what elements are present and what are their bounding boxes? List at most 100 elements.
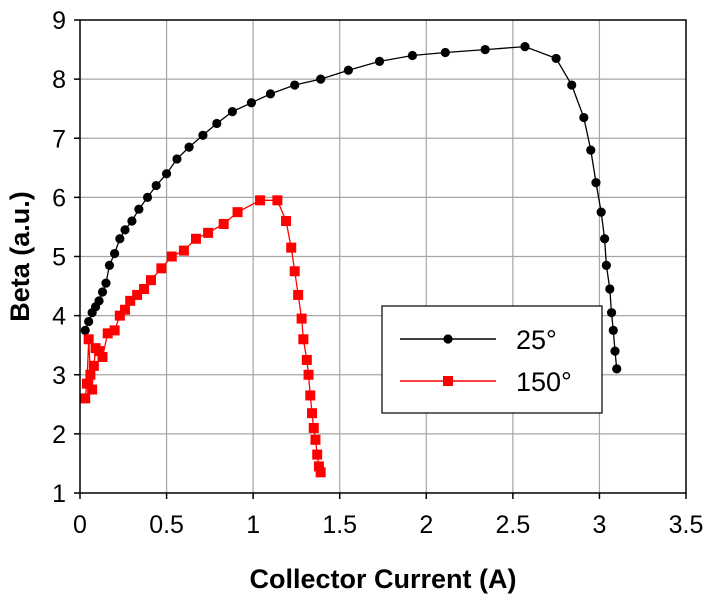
data-point bbox=[567, 80, 577, 90]
data-point bbox=[172, 154, 182, 164]
data-point bbox=[301, 354, 312, 365]
data-point bbox=[88, 360, 99, 371]
data-point bbox=[315, 467, 326, 478]
legend-box bbox=[381, 305, 603, 414]
data-point bbox=[178, 245, 189, 256]
y-tick-label: 4 bbox=[52, 303, 66, 331]
data-point bbox=[145, 275, 156, 286]
data-point bbox=[120, 225, 130, 235]
data-point bbox=[246, 98, 257, 108]
data-point bbox=[606, 308, 617, 318]
data-point bbox=[109, 325, 120, 336]
data-point bbox=[374, 56, 385, 66]
data-point bbox=[480, 44, 490, 55]
data-point bbox=[80, 325, 90, 336]
data-point bbox=[120, 304, 131, 315]
data-point bbox=[305, 390, 316, 401]
data-point bbox=[310, 434, 321, 445]
data-point bbox=[142, 192, 153, 202]
data-point bbox=[586, 145, 596, 155]
data-point bbox=[232, 207, 243, 218]
data-point bbox=[520, 42, 530, 52]
y-tick-label: 5 bbox=[52, 244, 66, 272]
data-point bbox=[289, 266, 300, 277]
data-point bbox=[134, 204, 144, 214]
data-point bbox=[132, 289, 143, 300]
data-point bbox=[296, 313, 307, 324]
y-tick-label: 7 bbox=[52, 125, 66, 153]
data-point bbox=[551, 53, 561, 64]
data-point bbox=[127, 216, 137, 226]
data-point bbox=[440, 47, 450, 58]
y-tick-label: 6 bbox=[52, 184, 66, 212]
x-tick-label: 0.5 bbox=[149, 511, 184, 539]
data-point bbox=[307, 408, 318, 419]
x-axis-label: Collector Current (A) bbox=[249, 564, 516, 594]
data-point bbox=[114, 310, 125, 321]
x-tick-label: 1 bbox=[246, 511, 260, 539]
data-point bbox=[600, 234, 610, 244]
data-point bbox=[139, 284, 150, 295]
y-tick-label: 2 bbox=[52, 421, 66, 449]
data-point bbox=[281, 216, 292, 227]
legend-label: 25° bbox=[516, 325, 557, 355]
data-point bbox=[605, 284, 615, 294]
series-layer bbox=[80, 42, 622, 478]
data-point bbox=[184, 142, 194, 152]
data-point bbox=[125, 295, 136, 306]
data-point bbox=[97, 287, 108, 297]
data-point bbox=[161, 169, 172, 179]
data-point bbox=[316, 74, 326, 84]
data-point bbox=[85, 369, 96, 380]
data-point bbox=[203, 227, 214, 238]
data-point bbox=[343, 65, 353, 75]
data-point bbox=[83, 334, 94, 345]
data-point bbox=[80, 393, 91, 404]
legend-item: 25° bbox=[400, 325, 557, 355]
data-point bbox=[286, 242, 297, 253]
data-point bbox=[84, 316, 94, 327]
data-point bbox=[212, 118, 222, 129]
data-point bbox=[608, 325, 618, 336]
axis-ticks: 0 0.5 1 1.5 2 2.5 3 3.5 1 2 3 4 5 6 7 8 9 bbox=[52, 7, 703, 539]
data-point bbox=[308, 422, 319, 433]
grid-lines bbox=[80, 20, 686, 493]
x-tick-label: 1.5 bbox=[322, 511, 357, 539]
data-point bbox=[198, 130, 208, 140]
data-point bbox=[579, 112, 589, 123]
y-tick-label: 8 bbox=[52, 66, 66, 94]
data-point bbox=[115, 234, 125, 244]
data-point bbox=[156, 263, 167, 274]
data-point bbox=[407, 50, 418, 61]
y-axis-label: Beta (a.u.) bbox=[5, 191, 35, 322]
data-point bbox=[293, 289, 304, 300]
data-point bbox=[612, 364, 622, 374]
data-point bbox=[81, 378, 92, 389]
data-point bbox=[102, 328, 113, 339]
data-point bbox=[610, 346, 620, 356]
x-tick-label: 2.5 bbox=[495, 511, 530, 539]
data-point bbox=[97, 352, 108, 363]
legend-marker bbox=[443, 334, 453, 344]
data-point bbox=[151, 180, 161, 191]
data-point bbox=[596, 207, 606, 217]
y-tick-label: 1 bbox=[52, 480, 66, 508]
data-point bbox=[166, 251, 177, 262]
data-point bbox=[191, 233, 202, 244]
y-tick-label: 3 bbox=[52, 362, 66, 390]
series-1 bbox=[80, 42, 622, 374]
data-point bbox=[110, 248, 120, 259]
data-point bbox=[272, 195, 283, 206]
data-point bbox=[227, 107, 237, 117]
data-point bbox=[255, 195, 266, 206]
data-point bbox=[290, 80, 300, 90]
data-point bbox=[601, 260, 611, 270]
data-point bbox=[303, 369, 314, 380]
x-tick-label: 3 bbox=[592, 511, 606, 539]
data-point bbox=[94, 296, 104, 306]
x-tick-label: 2 bbox=[419, 511, 433, 539]
data-point bbox=[218, 218, 229, 229]
legend-marker bbox=[443, 376, 453, 386]
x-tick-label: 3.5 bbox=[669, 511, 704, 539]
